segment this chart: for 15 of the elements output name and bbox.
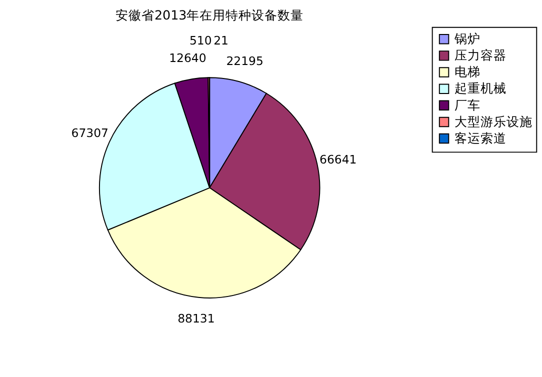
legend-label: 压力容器: [454, 48, 506, 63]
legend-label: 客运索道: [454, 130, 506, 146]
legend-label: 大型游乐设施: [454, 114, 532, 129]
chart-title: 安徽省2013年在用特种设备数量: [115, 8, 304, 23]
data-label: 12640: [169, 50, 206, 65]
legend-label: 厂车: [454, 97, 480, 112]
legend-label: 电梯: [454, 64, 480, 80]
legend-label: 起重机械: [454, 80, 506, 96]
data-label: 66641: [320, 152, 357, 166]
data-label: 510: [190, 33, 212, 48]
data-label: 67307: [71, 126, 108, 140]
data-label: 22195: [226, 54, 264, 68]
data-label: 21: [214, 33, 228, 48]
legend-label: 锅炉: [453, 31, 480, 46]
data-label: 88131: [178, 312, 215, 326]
